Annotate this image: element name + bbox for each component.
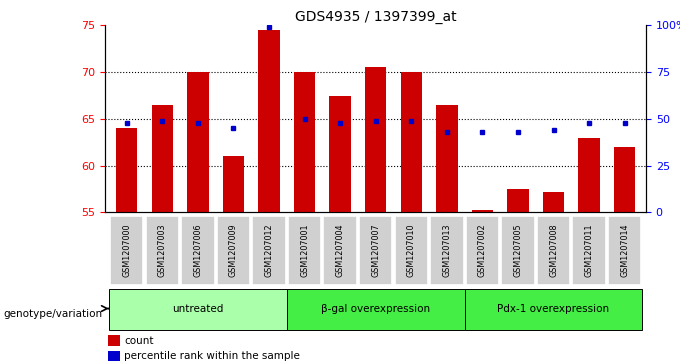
Bar (614, 147, 635, 212)
Bar (187, 72, 209, 212)
Text: GSM1207005: GSM1207005 (513, 224, 522, 277)
FancyBboxPatch shape (252, 216, 286, 285)
Text: GSM1207007: GSM1207007 (371, 224, 380, 277)
Bar (365, 68, 386, 212)
Text: GSM1207011: GSM1207011 (585, 224, 594, 277)
Bar (152, 105, 173, 212)
Bar (108, 351, 120, 362)
FancyBboxPatch shape (287, 289, 464, 330)
Text: GSM1207013: GSM1207013 (442, 224, 452, 277)
FancyBboxPatch shape (394, 216, 428, 285)
FancyBboxPatch shape (608, 216, 641, 285)
FancyBboxPatch shape (537, 216, 571, 285)
FancyBboxPatch shape (110, 216, 143, 285)
Text: β-gal overexpression: β-gal overexpression (321, 303, 430, 314)
Text: GSM1207002: GSM1207002 (478, 224, 487, 277)
Bar (108, 335, 120, 346)
FancyBboxPatch shape (573, 216, 606, 285)
Text: GSM1207014: GSM1207014 (620, 224, 629, 277)
Text: GSM1207008: GSM1207008 (549, 224, 558, 277)
Bar (543, 192, 564, 212)
FancyBboxPatch shape (464, 289, 643, 330)
Bar (579, 138, 600, 212)
Text: GSM1207000: GSM1207000 (122, 224, 131, 277)
Text: genotype/variation: genotype/variation (3, 309, 103, 319)
Bar (401, 72, 422, 212)
Text: GSM1207001: GSM1207001 (300, 224, 309, 277)
FancyBboxPatch shape (466, 216, 499, 285)
FancyBboxPatch shape (181, 216, 215, 285)
Bar (223, 156, 244, 212)
FancyBboxPatch shape (359, 216, 392, 285)
Text: GSM1207010: GSM1207010 (407, 224, 415, 277)
Bar (116, 128, 137, 212)
FancyBboxPatch shape (109, 289, 287, 330)
Bar (330, 95, 351, 212)
Bar (472, 211, 493, 212)
Text: percentile rank within the sample: percentile rank within the sample (124, 351, 300, 361)
Bar (507, 189, 528, 212)
Text: Pdx-1 overexpression: Pdx-1 overexpression (498, 303, 609, 314)
FancyBboxPatch shape (146, 216, 179, 285)
Text: GSM1207009: GSM1207009 (229, 224, 238, 277)
FancyBboxPatch shape (430, 216, 464, 285)
Bar (294, 72, 316, 212)
Text: GSM1207012: GSM1207012 (265, 224, 273, 277)
FancyBboxPatch shape (501, 216, 534, 285)
FancyBboxPatch shape (217, 216, 250, 285)
FancyBboxPatch shape (324, 216, 357, 285)
Text: GSM1207006: GSM1207006 (193, 224, 203, 277)
Text: untreated: untreated (172, 303, 224, 314)
Text: count: count (124, 336, 154, 346)
Text: GSM1207004: GSM1207004 (336, 224, 345, 277)
FancyBboxPatch shape (288, 216, 321, 285)
Bar (258, 30, 279, 212)
Title: GDS4935 / 1397399_at: GDS4935 / 1397399_at (295, 11, 456, 24)
Bar (436, 105, 458, 212)
Text: GSM1207003: GSM1207003 (158, 224, 167, 277)
